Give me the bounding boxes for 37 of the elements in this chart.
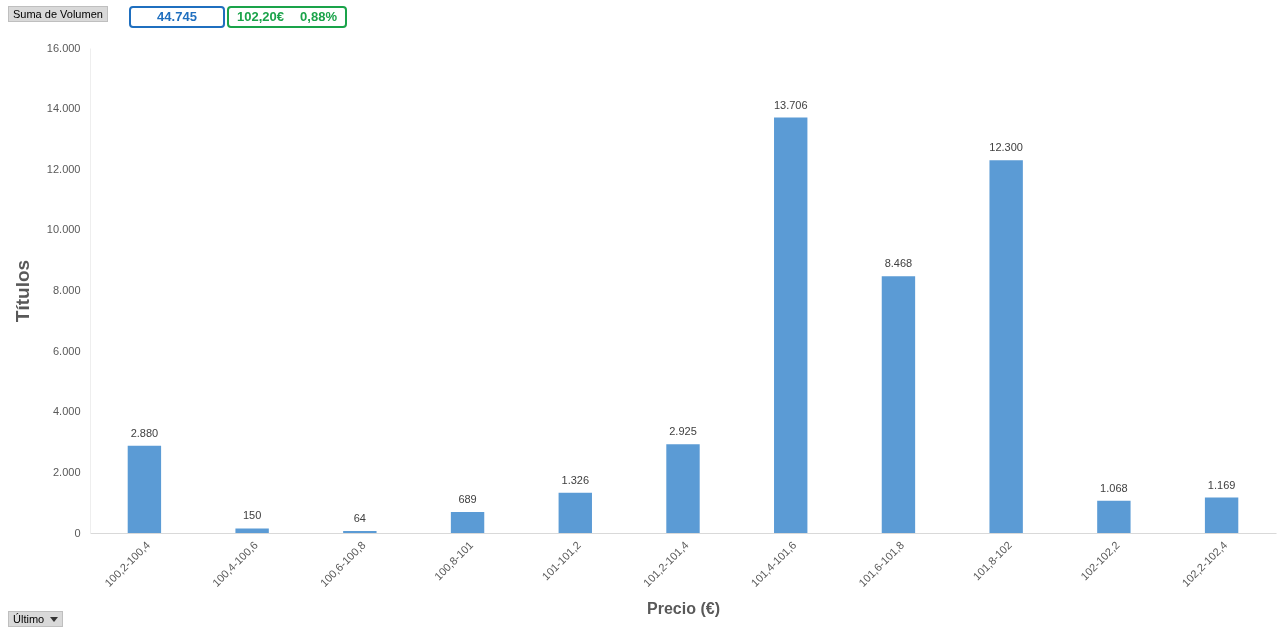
y-tick-label: 4.000 (52, 405, 81, 418)
text: 0,88% (300, 8, 337, 26)
data-label: 1.068 (1100, 481, 1128, 494)
y-tick-label: 10.000 (46, 223, 81, 236)
bar (989, 160, 1023, 533)
text: Último (13, 613, 45, 625)
data-label: 64 (353, 512, 366, 525)
data-label: 8.468 (884, 257, 913, 270)
bar (235, 528, 269, 533)
y-tick-label: 2.000 (52, 465, 81, 478)
bar (127, 445, 162, 533)
data-label: 2.925 (669, 425, 697, 438)
bar (666, 444, 700, 533)
bar (1097, 500, 1131, 533)
y-tick-label: 16.000 (46, 41, 81, 54)
bar (881, 276, 916, 533)
bar (450, 512, 485, 533)
y-tick-label: 14.000 (46, 102, 81, 115)
y-tick-label: 0 (74, 526, 81, 539)
x-axis-title: Precio (€) (647, 599, 720, 617)
bar (1204, 497, 1239, 533)
y-tick-label: 6.000 (52, 344, 81, 357)
y-axis-title: Títulos (11, 259, 33, 323)
text: 44.745 (129, 6, 225, 28)
data-label: 13.706 (773, 98, 808, 111)
text: Suma de Volumen (8, 6, 108, 22)
data-label: 689 (458, 493, 477, 506)
data-label: 1.169 (1207, 478, 1236, 491)
y-tick-label: 8.000 (52, 284, 81, 296)
bar (558, 492, 592, 533)
data-label: 2.880 (130, 426, 159, 439)
bar (774, 117, 808, 533)
data-label: 150 (242, 509, 262, 522)
y-tick-label: 12.000 (46, 162, 81, 175)
data-label: 1.326 (561, 473, 590, 486)
data-label: 12.300 (989, 141, 1023, 154)
text: 102,20€ (237, 8, 285, 26)
